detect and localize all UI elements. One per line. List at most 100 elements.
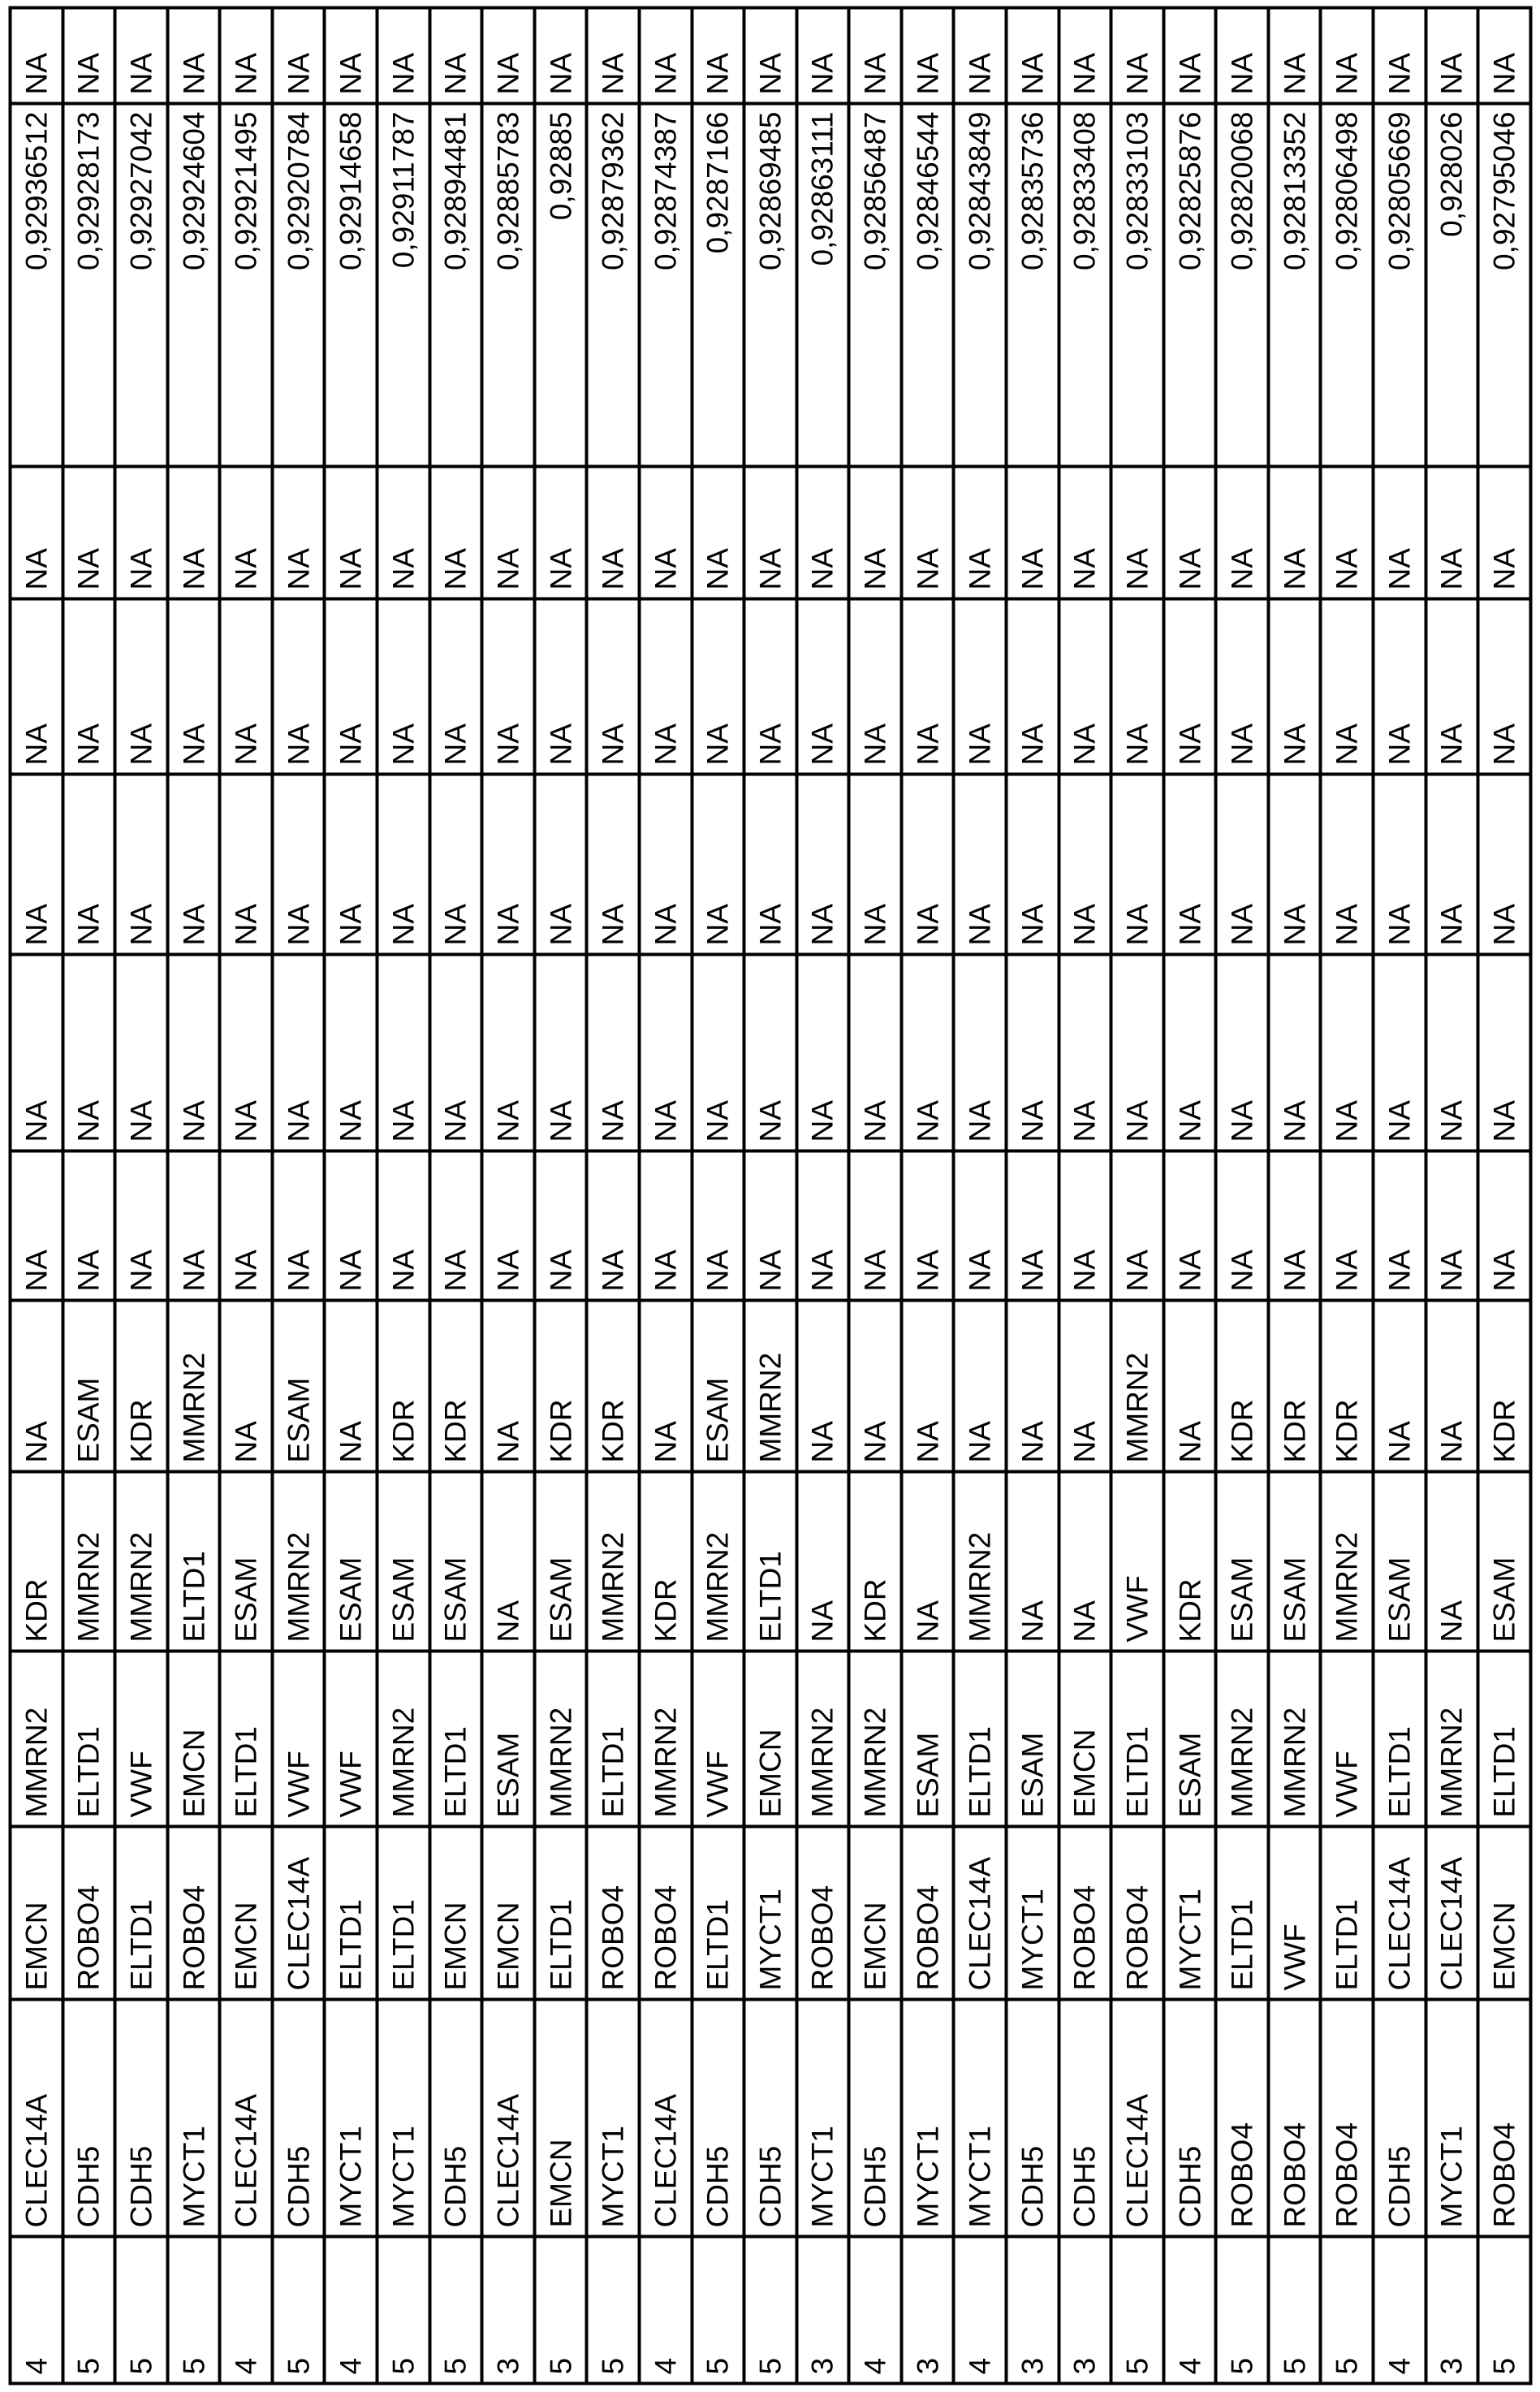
table-cell: EMCN (167, 1651, 220, 1827)
table-cell: ELTD1 (586, 1651, 640, 1827)
table-cell: NA (481, 1471, 535, 1652)
table-cell: KDR (429, 1300, 482, 1472)
value-cell: 0,92835736 (1006, 103, 1059, 467)
table-cell: NA (1320, 774, 1374, 955)
table-cell: ESAM (481, 1651, 535, 1827)
table-cell: NA (219, 598, 273, 775)
table-cell: NA (796, 774, 849, 955)
table-cell: NA (692, 598, 744, 775)
table-cell: 5 (586, 2236, 640, 2384)
table-cell: NA (639, 7, 692, 104)
table-cell: ESAM (534, 1471, 587, 1652)
table-cell: VWF (1111, 1471, 1164, 1652)
table-cell: KDR (1477, 1300, 1531, 1472)
table-cell: KDR (114, 1300, 168, 1472)
table-cell: NA (272, 1151, 325, 1301)
table-cell: NA (272, 954, 325, 1151)
table-row: 5 CDH5 ELTD1 VWF MMRN2 KDR NA NA NA NA NA 0,9292704… (114, 7, 168, 2384)
table-row: 4 MYCT1 ELTD1 VWF ESAM NA NA NA NA NA NA 0,92914658… (324, 7, 377, 2384)
table-cell: MMRN2 (1215, 1651, 1269, 1827)
table-cell: EMCN (534, 1999, 587, 2237)
table-cell: NA (272, 466, 325, 599)
table-cell: ROBO4 (1111, 1826, 1164, 2000)
table-cell: NA (848, 1151, 902, 1301)
table-cell: VWF (692, 1651, 744, 1827)
table-cell: NA (324, 954, 377, 1151)
table-cell: 5 (744, 2236, 797, 2384)
table-cell: MMRN2 (10, 1651, 63, 1827)
table-cell: CDH5 (1163, 1999, 1216, 2237)
table-cell: NA (1006, 774, 1059, 955)
table-cell: NA (324, 7, 377, 104)
table-cell: NA (272, 7, 325, 104)
table-cell: MMRN2 (272, 1471, 325, 1652)
table-row: 5 CDH5 ELTD1 VWF MMRN2 ESAM NA NA NA NA NA 0,928716… (692, 7, 744, 2384)
table-cell: MMRN2 (586, 1471, 640, 1652)
table-cell: ELTD1 (1373, 1651, 1426, 1827)
table-cell: ESAM (901, 1651, 954, 1827)
table-cell: NA (1426, 598, 1478, 775)
table-row: 5 CDH5 MYCT1 EMCN ELTD1 MMRN2 NA NA NA NA NA 0,9286… (744, 7, 797, 2384)
table-cell: NA (377, 774, 430, 955)
table-cell: ELTD1 (744, 1471, 797, 1652)
value-cell: 0,92874387 (639, 103, 692, 467)
table-cell: EMCN (10, 1826, 63, 2000)
table-cell: ESAM (1163, 1651, 1216, 1827)
table-cell: MMRN2 (1426, 1651, 1478, 1827)
table-cell: NA (1215, 774, 1269, 955)
table-row: 3 CLEC14A EMCN ESAM NA NA NA NA NA NA NA 0,92885783… (481, 7, 535, 2384)
table-cell: CLEC14A (10, 1999, 63, 2237)
table-cell: NA (953, 466, 1007, 599)
table-cell: EMCN (429, 1826, 482, 2000)
table-cell: NA (1006, 1471, 1059, 1652)
table-cell: NA (1426, 1300, 1478, 1472)
table-cell: 4 (1373, 2236, 1426, 2384)
table-cell: NA (953, 1300, 1007, 1472)
table-cell: NA (324, 598, 377, 775)
table-cell: NA (1320, 7, 1374, 104)
table-cell: 4 (10, 2236, 63, 2384)
table-cell: CLEC14A (639, 1999, 692, 2237)
table-cell: EMCN (1477, 1826, 1531, 2000)
table-cell: VWF (114, 1651, 168, 1827)
table-cell: NA (114, 954, 168, 1151)
table-cell: MYCT1 (324, 1999, 377, 2237)
table-cell: NA (63, 774, 115, 955)
value-cell: 0,92911787 (377, 103, 430, 467)
table-cell: NA (10, 1151, 63, 1301)
table-cell: MYCT1 (1163, 1826, 1216, 2000)
table-cell: VWF (272, 1651, 325, 1827)
table-cell: NA (63, 954, 115, 1151)
table-cell: NA (1006, 598, 1059, 775)
value-cell: 0,9287166 (692, 103, 744, 467)
table-cell: CDH5 (744, 1999, 797, 2237)
table-cell: 5 (377, 2236, 430, 2384)
table-cell: NA (1320, 466, 1374, 599)
table-cell: MMRN2 (848, 1651, 902, 1827)
table-cell: NA (481, 598, 535, 775)
table-cell: NA (324, 1151, 377, 1301)
table-cell: NA (1059, 1471, 1111, 1652)
table-cell: NA (1477, 466, 1531, 599)
table-cell: ROBO4 (1268, 1999, 1321, 2237)
table-cell: NA (377, 7, 430, 104)
table-cell: NA (167, 954, 220, 1151)
table-cell: KDR (10, 1471, 63, 1652)
table-cell: NA (692, 7, 744, 104)
table-cell: 5 (167, 2236, 220, 2384)
table-cell: KDR (639, 1471, 692, 1652)
table-cell: CDH5 (1059, 1999, 1111, 2237)
table-cell: NA (692, 774, 744, 955)
table-cell: MMRN2 (639, 1651, 692, 1827)
table-cell: ELTD1 (63, 1651, 115, 1827)
table-cell: NA (796, 954, 849, 1151)
table-row: 4 CLEC14A EMCN ELTD1 ESAM NA NA NA NA NA NA 0,92921… (219, 7, 273, 2384)
table-cell: NA (1426, 466, 1478, 599)
table-body: 4 CLEC14A EMCN MMRN2 KDR NA NA NA NA NA NA 0,929365… (10, 7, 1531, 2384)
table-cell: NA (114, 7, 168, 104)
table-cell: VWF (324, 1651, 377, 1827)
table-cell: NA (1268, 598, 1321, 775)
table-cell: ROBO4 (639, 1826, 692, 2000)
table-cell: ESAM (1006, 1651, 1059, 1827)
table-cell: MMRN2 (796, 1651, 849, 1827)
